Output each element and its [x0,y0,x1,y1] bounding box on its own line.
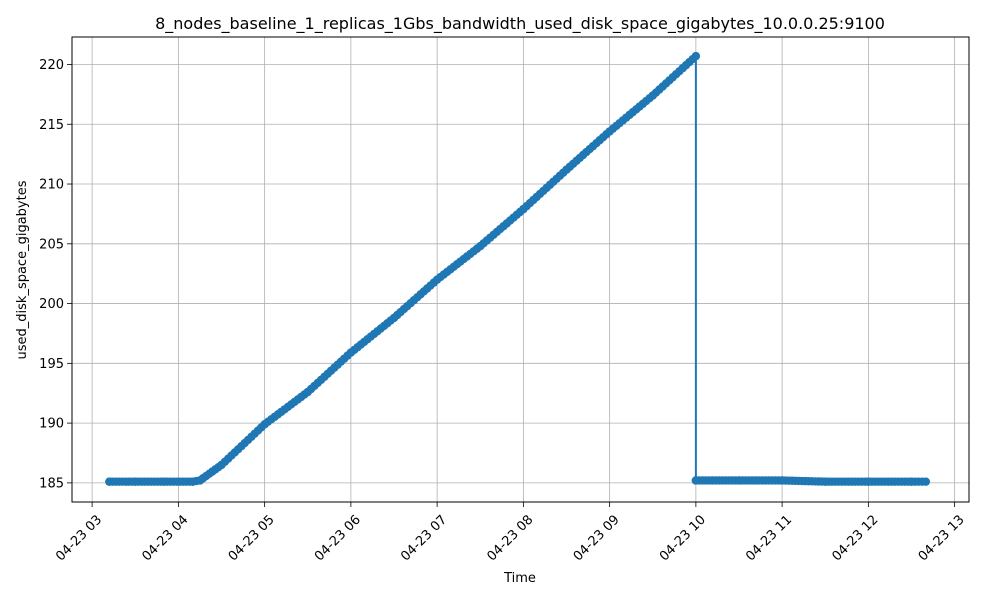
data-point [777,476,787,485]
series-layer [105,51,931,486]
data-point [648,91,657,100]
y-tick-label: 190 [39,417,64,432]
y-tick-label: 195 [39,357,64,372]
data-point [432,275,442,284]
data-point [605,127,614,136]
data-point [389,313,399,323]
data-point [864,477,873,486]
data-point [105,477,114,486]
data-point [562,165,571,174]
x-axis-title: Time [503,571,536,586]
data-point [346,348,356,357]
plot-frame [71,36,970,503]
series-markers [105,51,931,486]
data-point [217,460,226,470]
data-point [476,241,485,251]
chart-title: 8_nodes_baseline_1_replicas_1Gbs_bandwid… [155,14,885,34]
data-point [195,476,205,485]
y-tick-label: 205 [39,237,64,252]
grid [72,37,969,502]
data-point [691,476,701,485]
y-tick-label: 200 [39,297,64,312]
data-point [821,477,830,486]
y-tick-label: 220 [39,58,64,73]
data-point [260,420,269,429]
data-point [188,477,197,486]
data-point [907,477,916,486]
data-point [159,477,169,486]
data-point [131,477,140,486]
data-point [303,387,312,397]
y-tick-label: 185 [39,476,64,491]
y-tick-label: 210 [39,178,64,193]
data-point [921,477,931,486]
y-axis-title: used_disk_space_gigabytes [15,180,30,359]
data-point [734,476,744,485]
data-point [691,51,701,61]
y-axis: 185 190 195 200 205 210 215 220 [39,58,72,491]
y-tick-label: 215 [39,118,64,133]
data-point [519,204,528,214]
